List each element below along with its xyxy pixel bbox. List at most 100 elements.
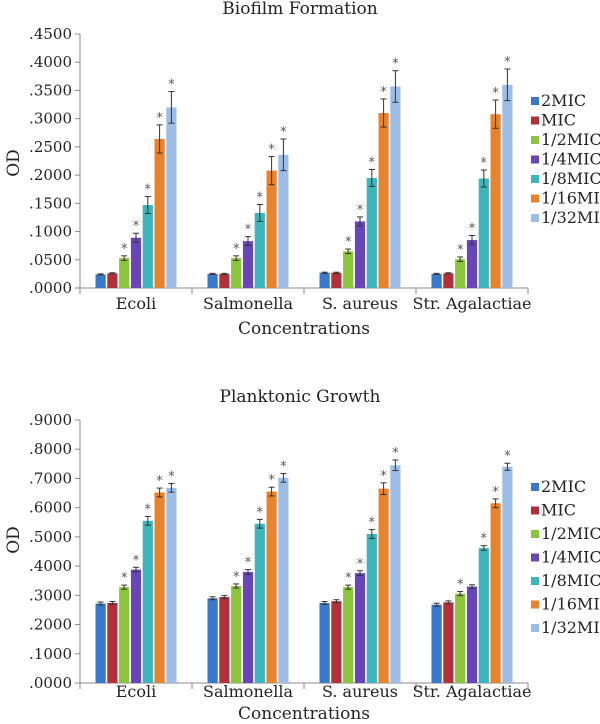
- bar: [95, 274, 106, 288]
- bar: [431, 604, 442, 683]
- x-tick-label: Salmonella: [203, 294, 293, 313]
- y-tick-label: .4000: [29, 53, 72, 71]
- legend-swatch: [531, 175, 539, 183]
- significance-asterisk: *: [233, 242, 240, 257]
- bar: [166, 107, 177, 288]
- bar: [266, 491, 277, 683]
- bar: [254, 212, 265, 288]
- bar: [366, 533, 377, 683]
- legend-swatch: [531, 483, 539, 491]
- significance-asterisk: *: [145, 183, 152, 198]
- bar: [319, 602, 330, 683]
- x-tick-label: S. aureus: [322, 682, 398, 701]
- bar: [390, 86, 401, 288]
- bar: [242, 241, 254, 288]
- significance-asterisk: *: [504, 449, 511, 464]
- significance-asterisk: *: [245, 223, 252, 238]
- legend-swatch: [531, 530, 539, 538]
- significance-asterisk: *: [392, 446, 399, 461]
- significance-asterisk: *: [121, 571, 128, 586]
- legend-swatch: [531, 116, 539, 125]
- bar: [366, 177, 377, 288]
- bar: [319, 272, 330, 288]
- bar: [119, 587, 130, 683]
- legend-swatch: [531, 600, 539, 609]
- significance-asterisk: *: [492, 485, 499, 500]
- bar: [278, 477, 289, 683]
- bar: [331, 601, 342, 683]
- legend-label: MIC: [541, 111, 576, 130]
- bar: [142, 205, 153, 288]
- significance-asterisk: *: [257, 505, 264, 520]
- bar: [266, 170, 277, 288]
- bar: [354, 573, 366, 683]
- chart-title: Biofilm Formation: [222, 0, 377, 19]
- legend-label: MIC: [541, 501, 576, 520]
- y-tick-label: .2000: [29, 616, 72, 634]
- legend-swatch: [531, 624, 539, 632]
- bar: [478, 547, 489, 683]
- y-tick-label: .7000: [29, 469, 72, 487]
- bar: [219, 597, 230, 683]
- y-tick-label: .2000: [29, 166, 72, 184]
- bar: [254, 523, 265, 683]
- significance-asterisk: *: [357, 203, 364, 218]
- y-tick-label: .1000: [29, 223, 72, 241]
- legend-label: 2MIC: [541, 477, 586, 496]
- significance-asterisk: *: [168, 78, 175, 93]
- legend-swatch: [531, 553, 539, 562]
- bar: [95, 603, 106, 683]
- bar: [490, 114, 501, 288]
- significance-asterisk: *: [280, 459, 287, 474]
- significance-asterisk: *: [369, 155, 376, 170]
- legend-label: 1/4MIC: [541, 150, 600, 169]
- legend-label: 1/8MIC: [541, 169, 600, 188]
- bar: [107, 273, 118, 288]
- significance-asterisk: *: [345, 571, 352, 586]
- significance-asterisk: *: [504, 55, 511, 70]
- significance-asterisk: *: [380, 469, 387, 484]
- bar: [331, 272, 342, 288]
- x-tick-label: Salmonella: [203, 682, 293, 701]
- significance-asterisk: *: [268, 473, 275, 488]
- significance-asterisk: *: [121, 242, 128, 257]
- legend-swatch: [531, 155, 539, 164]
- bar: [130, 237, 142, 288]
- bar: [466, 240, 478, 288]
- legend-label: 1/16MIC: [541, 189, 600, 208]
- y-tick-label: .1500: [29, 194, 72, 212]
- bar: [431, 273, 442, 288]
- significance-asterisk: *: [257, 190, 264, 205]
- y-axis-label: OD: [4, 149, 24, 177]
- significance-asterisk: *: [492, 86, 499, 101]
- significance-asterisk: *: [392, 57, 399, 72]
- legend-swatch: [531, 506, 539, 515]
- legend-label: 1/32MIC: [541, 618, 600, 637]
- bar: [207, 273, 218, 288]
- bar: [443, 273, 454, 288]
- bar: [154, 138, 165, 288]
- bar: [455, 259, 466, 288]
- y-tick-label: .5000: [29, 528, 72, 546]
- significance-asterisk: *: [457, 578, 464, 593]
- bar: [219, 273, 230, 288]
- significance-asterisk: *: [469, 222, 476, 237]
- significance-asterisk: *: [245, 556, 252, 571]
- legend-label: 1/4MIC: [541, 548, 600, 567]
- x-tick-label: Str. Agalactiae: [413, 294, 532, 313]
- y-tick-label: .0000: [29, 279, 72, 297]
- bar: [455, 593, 466, 683]
- significance-asterisk: *: [380, 85, 387, 100]
- x-axis-label: Concentrations: [238, 704, 370, 724]
- legend-swatch: [531, 214, 539, 222]
- y-tick-label: .0000: [29, 674, 72, 692]
- x-tick-label: S. aureus: [322, 294, 398, 313]
- bar: [343, 587, 354, 683]
- bar: [502, 466, 513, 683]
- bar: [154, 492, 165, 683]
- y-tick-label: .4500: [29, 25, 72, 43]
- y-axis-label: OD: [4, 526, 24, 554]
- bar: [466, 586, 478, 683]
- significance-asterisk: *: [156, 111, 163, 126]
